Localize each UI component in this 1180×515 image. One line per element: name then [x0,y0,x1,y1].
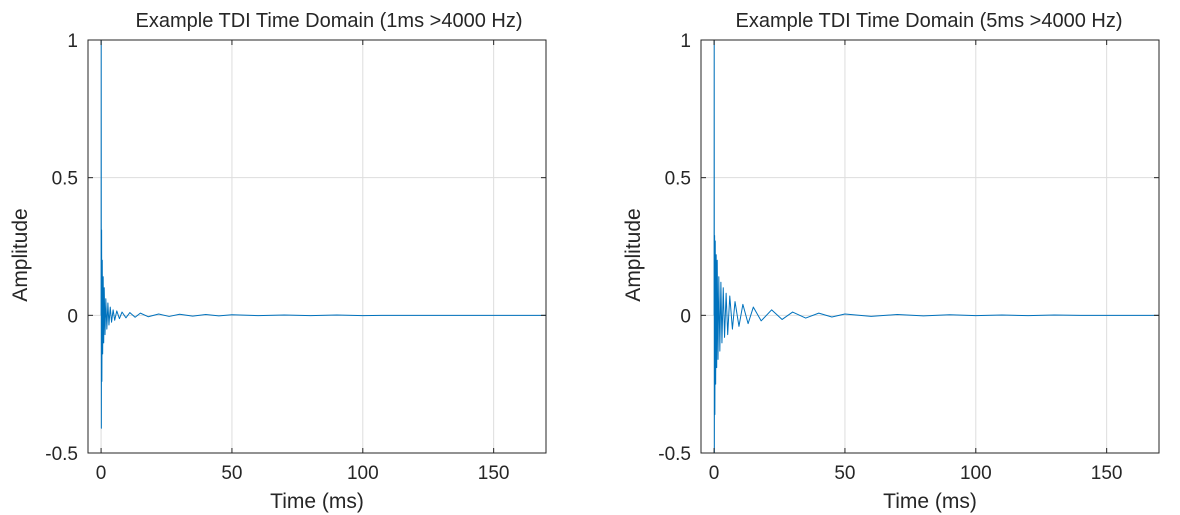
series-line [713,39,1159,454]
axes-box [700,39,1160,454]
y-tick-label: -0.5 [45,444,78,465]
chart-panel-right: Example TDI Time Domain (5ms >4000 Hz) T… [622,10,1160,513]
y-tick-label: -0.5 [658,444,691,465]
y-tick-label: 1 [680,31,691,52]
y-axis-label: Amplitude [9,208,32,301]
y-tick-label: 0 [680,306,691,327]
x-tick-label: 0 [96,463,107,484]
x-tick-label: 50 [221,463,242,484]
chart-title: Example TDI Time Domain (5ms >4000 Hz) [736,10,1123,32]
y-tick-label: 0 [67,306,78,327]
x-tick-label: 150 [478,463,510,484]
series-line [100,39,546,429]
y-tick-label: 1 [67,31,78,52]
plot-area [713,39,1159,454]
chart-title: Example TDI Time Domain (1ms >4000 Hz) [136,10,523,32]
ticks: 0 50 100 150 -0.5 0 0.5 1 [658,31,1159,484]
x-axis-label: Time (ms) [883,490,977,513]
y-tick-label: 0.5 [665,169,691,190]
x-tick-label: 100 [960,463,992,484]
plot-area [100,39,546,429]
x-tick-label: 150 [1091,463,1123,484]
x-tick-label: 100 [347,463,379,484]
y-axis-label: Amplitude [622,208,645,301]
ticks: 0 50 100 150 -0.5 0 0.5 1 [45,31,546,484]
y-tick-label: 0.5 [52,169,78,190]
x-axis-label: Time (ms) [270,490,364,513]
x-tick-label: 50 [834,463,855,484]
chart-panel-left: Example TDI Time Domain (1ms >4000 Hz) T… [9,10,547,513]
x-tick-label: 0 [709,463,720,484]
axes-box [87,39,547,454]
